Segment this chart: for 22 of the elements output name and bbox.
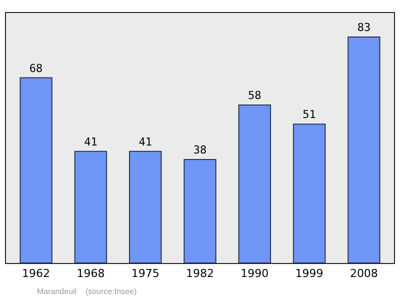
data-label: 83 xyxy=(357,20,371,34)
bar xyxy=(74,150,108,263)
data-label: 68 xyxy=(29,62,43,75)
data-label: 51 xyxy=(302,108,316,122)
x-tick-label: 1982 xyxy=(186,267,214,280)
x-tick-label: 1990 xyxy=(240,267,269,280)
bar xyxy=(20,77,52,263)
x-tick-label: 1975 xyxy=(131,267,160,280)
text: Marandeuil (source:Insee) xyxy=(37,287,137,296)
bar xyxy=(348,36,380,263)
bar xyxy=(238,104,271,263)
bar xyxy=(292,124,326,263)
bar xyxy=(184,159,216,263)
x-tick-label: 1962 xyxy=(22,267,50,280)
x-tick-label: 1968 xyxy=(76,267,105,280)
data-label: 41 xyxy=(138,135,152,148)
x-tick-label: 1999 xyxy=(295,267,324,280)
data-label: 58 xyxy=(248,89,262,102)
data-label: 38 xyxy=(193,144,207,157)
data-label: 41 xyxy=(84,135,98,148)
x-tick-label: 2008 xyxy=(350,267,378,280)
bar xyxy=(129,150,162,263)
